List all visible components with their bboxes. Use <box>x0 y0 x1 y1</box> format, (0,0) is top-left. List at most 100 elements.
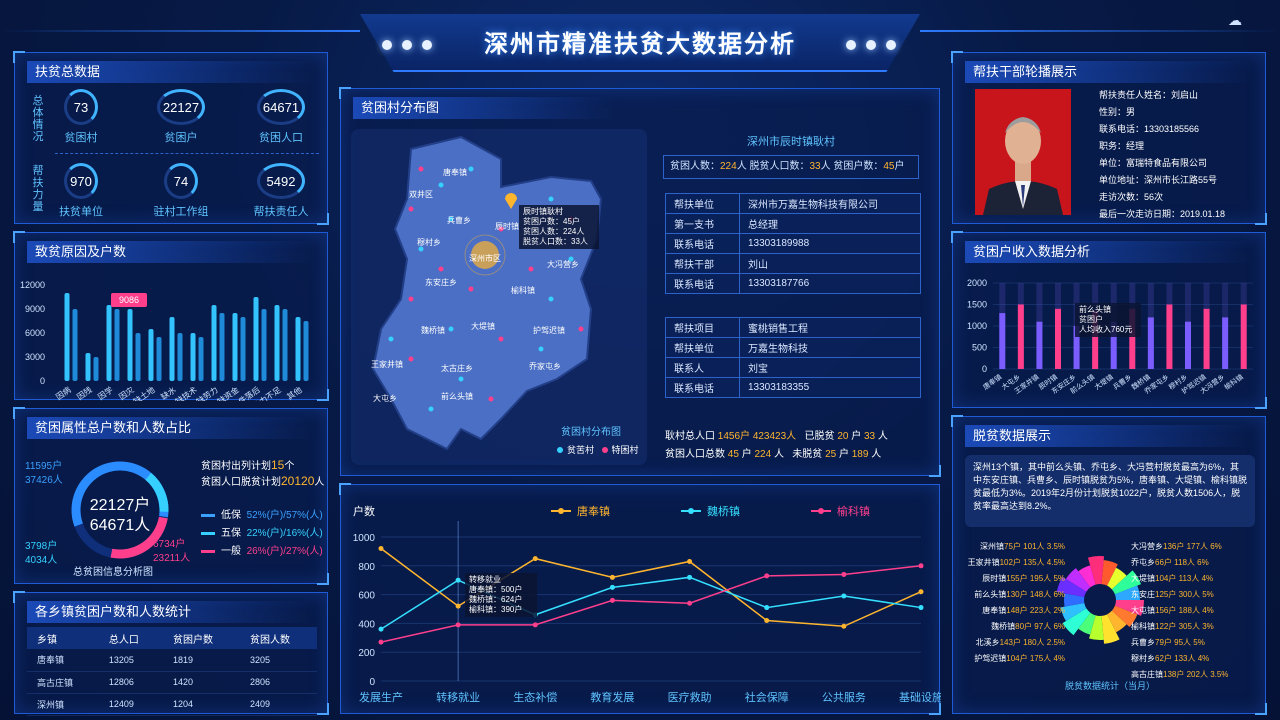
map-town-label[interactable]: 大屯乡 <box>373 394 397 403</box>
donut-slice <box>1078 565 1096 588</box>
donut-slice <box>1078 612 1096 635</box>
cloud-icon[interactable]: ☁ <box>1228 12 1242 28</box>
donut-slice <box>1087 556 1105 585</box>
map-town-label[interactable]: 东安庄乡 <box>425 278 457 287</box>
map-town-label[interactable]: 乔家屯乡 <box>529 362 561 371</box>
village-dot <box>568 256 574 262</box>
series-line <box>380 547 922 628</box>
towns-table: 乡镇 总人口 贫困户数 贫困人数 唐奉镇 13205 1819 3205 高古庄镇 12806… <box>27 627 317 716</box>
header-dots-right <box>846 40 896 50</box>
map-town-label[interactable]: 王家井镇 <box>371 360 403 369</box>
income-chart: 2000150010005000唐奉镇大屯乡王家井镇辰时镇东安庄乡前么头镇大堤镇… <box>967 278 1253 396</box>
donut-slice <box>1064 593 1085 607</box>
bar <box>1110 321 1117 369</box>
legend-dot <box>818 508 824 514</box>
legend-dot <box>558 508 564 514</box>
data-point <box>841 571 847 577</box>
pin-icon[interactable] <box>505 193 517 209</box>
y-tick-label: 6000 <box>25 328 45 338</box>
attributes-donut <box>71 461 169 559</box>
x-tick-label: 基础设施 <box>899 691 941 704</box>
y-tick-label: 0 <box>40 376 45 386</box>
bar <box>1017 304 1024 369</box>
map-area: 唐奉镇双井区兵曹乡穆村乡 辰时镇深州市区大冯营乡东安庄乡榆科镇魏桥镇 大堤镇 护驾迟镇… <box>351 129 647 465</box>
map-town-label[interactable]: 魏桥镇 <box>421 326 445 335</box>
table-row[interactable]: 高古庄镇 12806 1420 2806 <box>27 671 317 694</box>
x-tick-label: 医疗救助 <box>668 690 712 704</box>
center-people: 64671人 <box>89 517 151 534</box>
y-tick-label: 200 <box>358 648 375 659</box>
help-label: 帮扶力量 <box>32 165 44 213</box>
table-row[interactable]: 唐奉镇 13205 1819 3205 <box>27 649 317 672</box>
outcome-caption: 脱贫数据统计（当月） <box>1065 681 1156 691</box>
income-panel: 贫困户收入数据分析 2000 1500 1000 500 0 唐奉镇 大屯乡 王家井镇 辰时镇东… <box>951 231 1267 409</box>
map-town-label[interactable]: 大堤镇 <box>471 322 495 331</box>
city-marker[interactable] <box>471 241 499 269</box>
data-point <box>532 556 538 562</box>
table-row[interactable]: 深州镇 12409 1204 2409 <box>27 693 317 716</box>
gauge-households: 22127 贫困户 <box>141 89 221 145</box>
map-panel: 贫困村分布图 唐奉镇 双井区 兵曹乡 穆村乡 辰时镇 深州市区 大冯营乡 东安庄乡 榆科镇 魏桥镇… <box>339 87 941 477</box>
lines-tooltip: 转移就业 唐奉镇：500户 魏桥镇：624户 榆科镇：390户 <box>465 573 537 617</box>
donut-slice <box>1111 605 1138 627</box>
plan-villages: 贫困村出列计划15个 <box>201 458 295 472</box>
data-point <box>841 593 847 599</box>
x-tick-label: 因残 <box>75 384 94 401</box>
bar <box>64 293 70 381</box>
donut-slice <box>1101 614 1120 644</box>
y-tick-label: 0 <box>369 677 375 688</box>
data-point <box>687 574 693 580</box>
map-town-label[interactable]: 兵曹乡 <box>447 216 471 225</box>
lines-chart: 户数 唐奉镇 魏桥镇 榆科镇 1000 800 600 400 200 0 发展生产 转移就业 生态补偿… <box>353 504 941 704</box>
header-dots-left <box>382 40 432 50</box>
village-dot <box>408 296 414 302</box>
donut-slice <box>1107 610 1127 633</box>
bar <box>1166 304 1173 369</box>
y-tick-label: 500 <box>972 343 987 353</box>
map-town-label[interactable]: 双井区 <box>409 190 433 199</box>
map-town-label[interactable]: 太古庄乡 <box>441 364 473 373</box>
bar <box>72 309 78 381</box>
header-line-left <box>0 30 360 32</box>
data-point <box>764 605 770 611</box>
cadre-fields: 帮扶责任人姓名：刘启山 性别：男 联系电话：13303185566 职务：经理 单位：… <box>1099 90 1226 219</box>
map-town-label[interactable]: 穆村乡 <box>417 238 441 247</box>
map-town-label[interactable]: 榆科镇 <box>511 286 535 295</box>
bar <box>232 313 238 381</box>
donut-slice <box>1060 602 1087 622</box>
bar <box>169 317 175 381</box>
map-town-label[interactable]: 唐奉镇 <box>443 168 467 177</box>
x-tick-label: 兵曹乡 <box>1111 372 1133 391</box>
map-town-label[interactable]: 大冯营乡 <box>547 260 579 269</box>
legend-label: 魏桥镇 <box>707 504 740 518</box>
donut-slice <box>1089 615 1104 640</box>
data-point <box>841 623 847 629</box>
map-town-label[interactable]: 前么头镇 <box>441 392 473 401</box>
bar <box>295 317 301 381</box>
plan-people: 贫困人口脱贫计划20120人 <box>201 474 325 488</box>
y-tick-label: 800 <box>358 562 375 573</box>
income-tooltip: 前么头镇 贫困户 人均收入760元 <box>1075 303 1141 337</box>
cadre-title: 帮扶干部轮播展示 <box>965 61 1253 83</box>
y-tick-label: 2000 <box>967 278 987 288</box>
village-stats-2: 贫困人口总数 45 户 224 人 未脱贫 25 户 189 人 <box>665 449 882 460</box>
x-tick-label: 教育发展 <box>590 690 634 704</box>
map-town-label[interactable]: 深州市区 <box>469 254 501 263</box>
bar <box>1240 304 1247 369</box>
outcome-label: 穆村乡62户 133人 4% <box>1131 654 1210 663</box>
data-point <box>764 618 770 624</box>
bar <box>1055 308 1061 369</box>
data-point <box>687 600 693 606</box>
income-title: 贫困户收入数据分析 <box>965 241 1253 263</box>
map-town-label[interactable]: 护驾迟镇 <box>533 326 565 335</box>
bar <box>1222 317 1229 369</box>
attribute-categories: 低保 52%(户)/57%(人) 五保 22%(户)/16%(人) 一般 26%… <box>201 507 323 561</box>
village-dot <box>438 266 444 272</box>
map-town-label[interactable]: 辰时镇 <box>495 222 519 231</box>
attributes-title: 贫困属性总户数和人数占比 <box>27 417 315 439</box>
page-title: 深州市精准扶贫大数据分析 <box>484 31 796 58</box>
x-tick-label: 发展生产 <box>359 690 403 704</box>
towns-panel: 各乡镇贫困户数和人数统计 乡镇 总人口 贫困户数 贫困人数 唐奉镇 13205 1819 3… <box>13 591 329 716</box>
data-point <box>764 573 770 579</box>
village-dot <box>438 182 444 188</box>
